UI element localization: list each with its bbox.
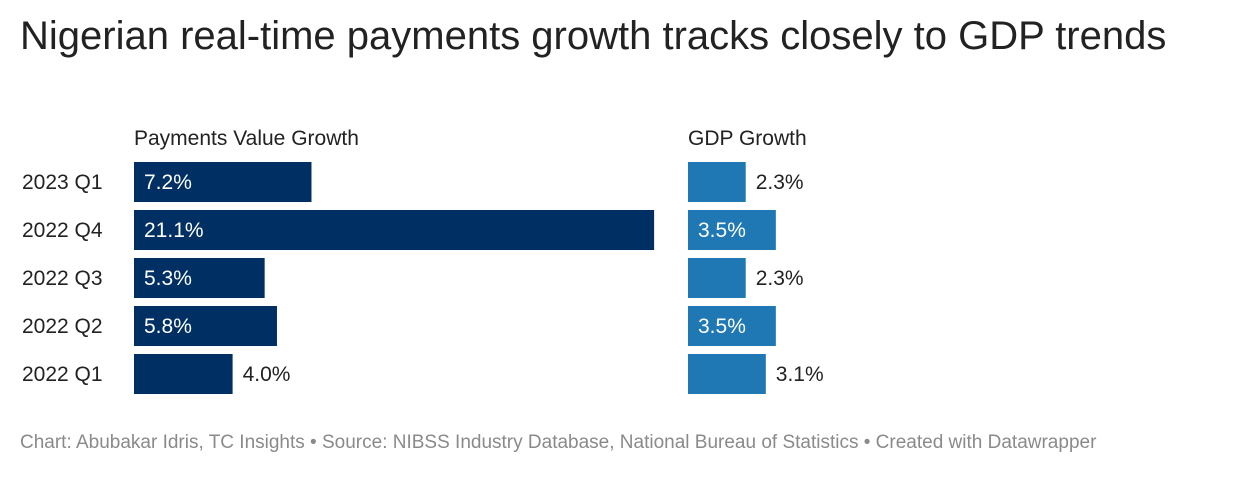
value-label: 5.8% [144,315,192,338]
bar-payments [134,210,655,250]
chart-footer: Chart: Abubakar Idris, TC Insights • Sou… [20,432,1097,453]
bar-chart: Payments Value Growth GDP Growth 2023 Q1 20… [22,127,824,394]
category-label: 2022 Q3 [22,267,103,290]
series-header-0: Payments Value Growth [134,127,359,150]
bar-gdp [688,258,746,298]
category-label: 2022 Q1 [22,363,103,386]
value-label: 21.1% [144,219,204,242]
value-label: 7.2% [144,171,192,194]
category-label: 2022 Q2 [22,315,103,338]
value-label: 3.5% [698,315,746,338]
value-label: 5.3% [144,267,192,290]
series-header-1: GDP Growth [688,127,807,150]
category-label: 2022 Q4 [22,219,103,242]
bar-payments [134,258,265,298]
value-label: 2.3% [756,267,804,290]
value-label: 2.3% [756,171,804,194]
bar-gdp [688,306,776,346]
chart-title: Nigerian real-time payments growth track… [20,14,1167,58]
bar-gdp [688,162,746,202]
bar-gdp [688,210,776,250]
category-label: 2023 Q1 [22,171,103,194]
bar-gdp [688,354,766,394]
value-label: 3.5% [698,219,746,242]
bar-payments [134,306,277,346]
bar-payments [134,162,312,202]
value-label: 3.1% [776,363,824,386]
bar-payments [134,354,233,394]
value-label: 4.0% [243,363,291,386]
